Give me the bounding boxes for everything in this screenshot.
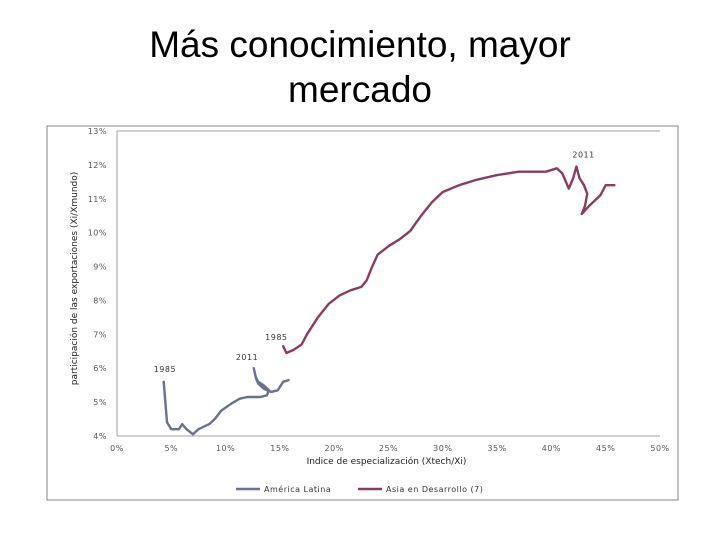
y-tick-label: 7% (93, 330, 107, 339)
chart-axes: 4% 5% 6% 7% 8% 9% 10% 11% 12% 13% 0% 5% 10% 15% 20% 25%… (69, 127, 669, 467)
series-end-label: 2011 (572, 151, 594, 160)
y-tick-label: 10% (88, 229, 107, 238)
y-tick-label: 6% (93, 364, 107, 373)
x-tick-label: 35% (487, 444, 506, 453)
x-axis-label: Indice de especialización (Xtech/Xi) (307, 456, 467, 467)
series-end-label: 2011 (236, 353, 258, 362)
y-axis-label: participación de las exportaciones (Xi/X… (69, 172, 80, 386)
y-tick-label: 4% (93, 432, 107, 441)
y-tick-label: 13% (88, 127, 107, 136)
chart-frame (46, 125, 679, 501)
x-tick-label: 30% (433, 444, 452, 453)
y-tick-label: 5% (93, 398, 107, 407)
slide-title-line2: mercado (288, 69, 432, 110)
legend-label: América Latina (264, 484, 331, 494)
y-tick-label: 12% (88, 161, 107, 170)
y-tick-label: 11% (88, 195, 107, 204)
slide-title-line1: Más conocimiento, mayor (149, 24, 571, 65)
chart-legend: América Latina Asia en Desarrollo (7) (236, 484, 483, 494)
x-tick-label: 0% (110, 444, 124, 453)
series-line-2 (282, 165, 616, 355)
y-tick-label: 8% (93, 296, 107, 305)
legend-label: Asia en Desarrollo (7) (386, 485, 483, 494)
x-tick-label: 50% (650, 444, 669, 453)
x-tick-label: 20% (325, 444, 344, 453)
x-tick-label: 25% (379, 444, 398, 453)
x-tick-label: 5% (164, 444, 178, 453)
x-tick-label: 45% (596, 444, 615, 453)
chart-series: 1985 2011 1985 2011 (154, 151, 616, 436)
series-line-1 (162, 367, 290, 436)
series-start-label: 1985 (265, 333, 287, 342)
x-tick-label: 10% (216, 444, 235, 453)
y-tick-label: 9% (93, 263, 107, 272)
slide-title: Más conocimiento, mayor mercado (0, 22, 720, 112)
series-start-label: 1985 (154, 365, 176, 374)
x-tick-label: 15% (270, 444, 289, 453)
x-tick-label: 40% (542, 444, 561, 453)
